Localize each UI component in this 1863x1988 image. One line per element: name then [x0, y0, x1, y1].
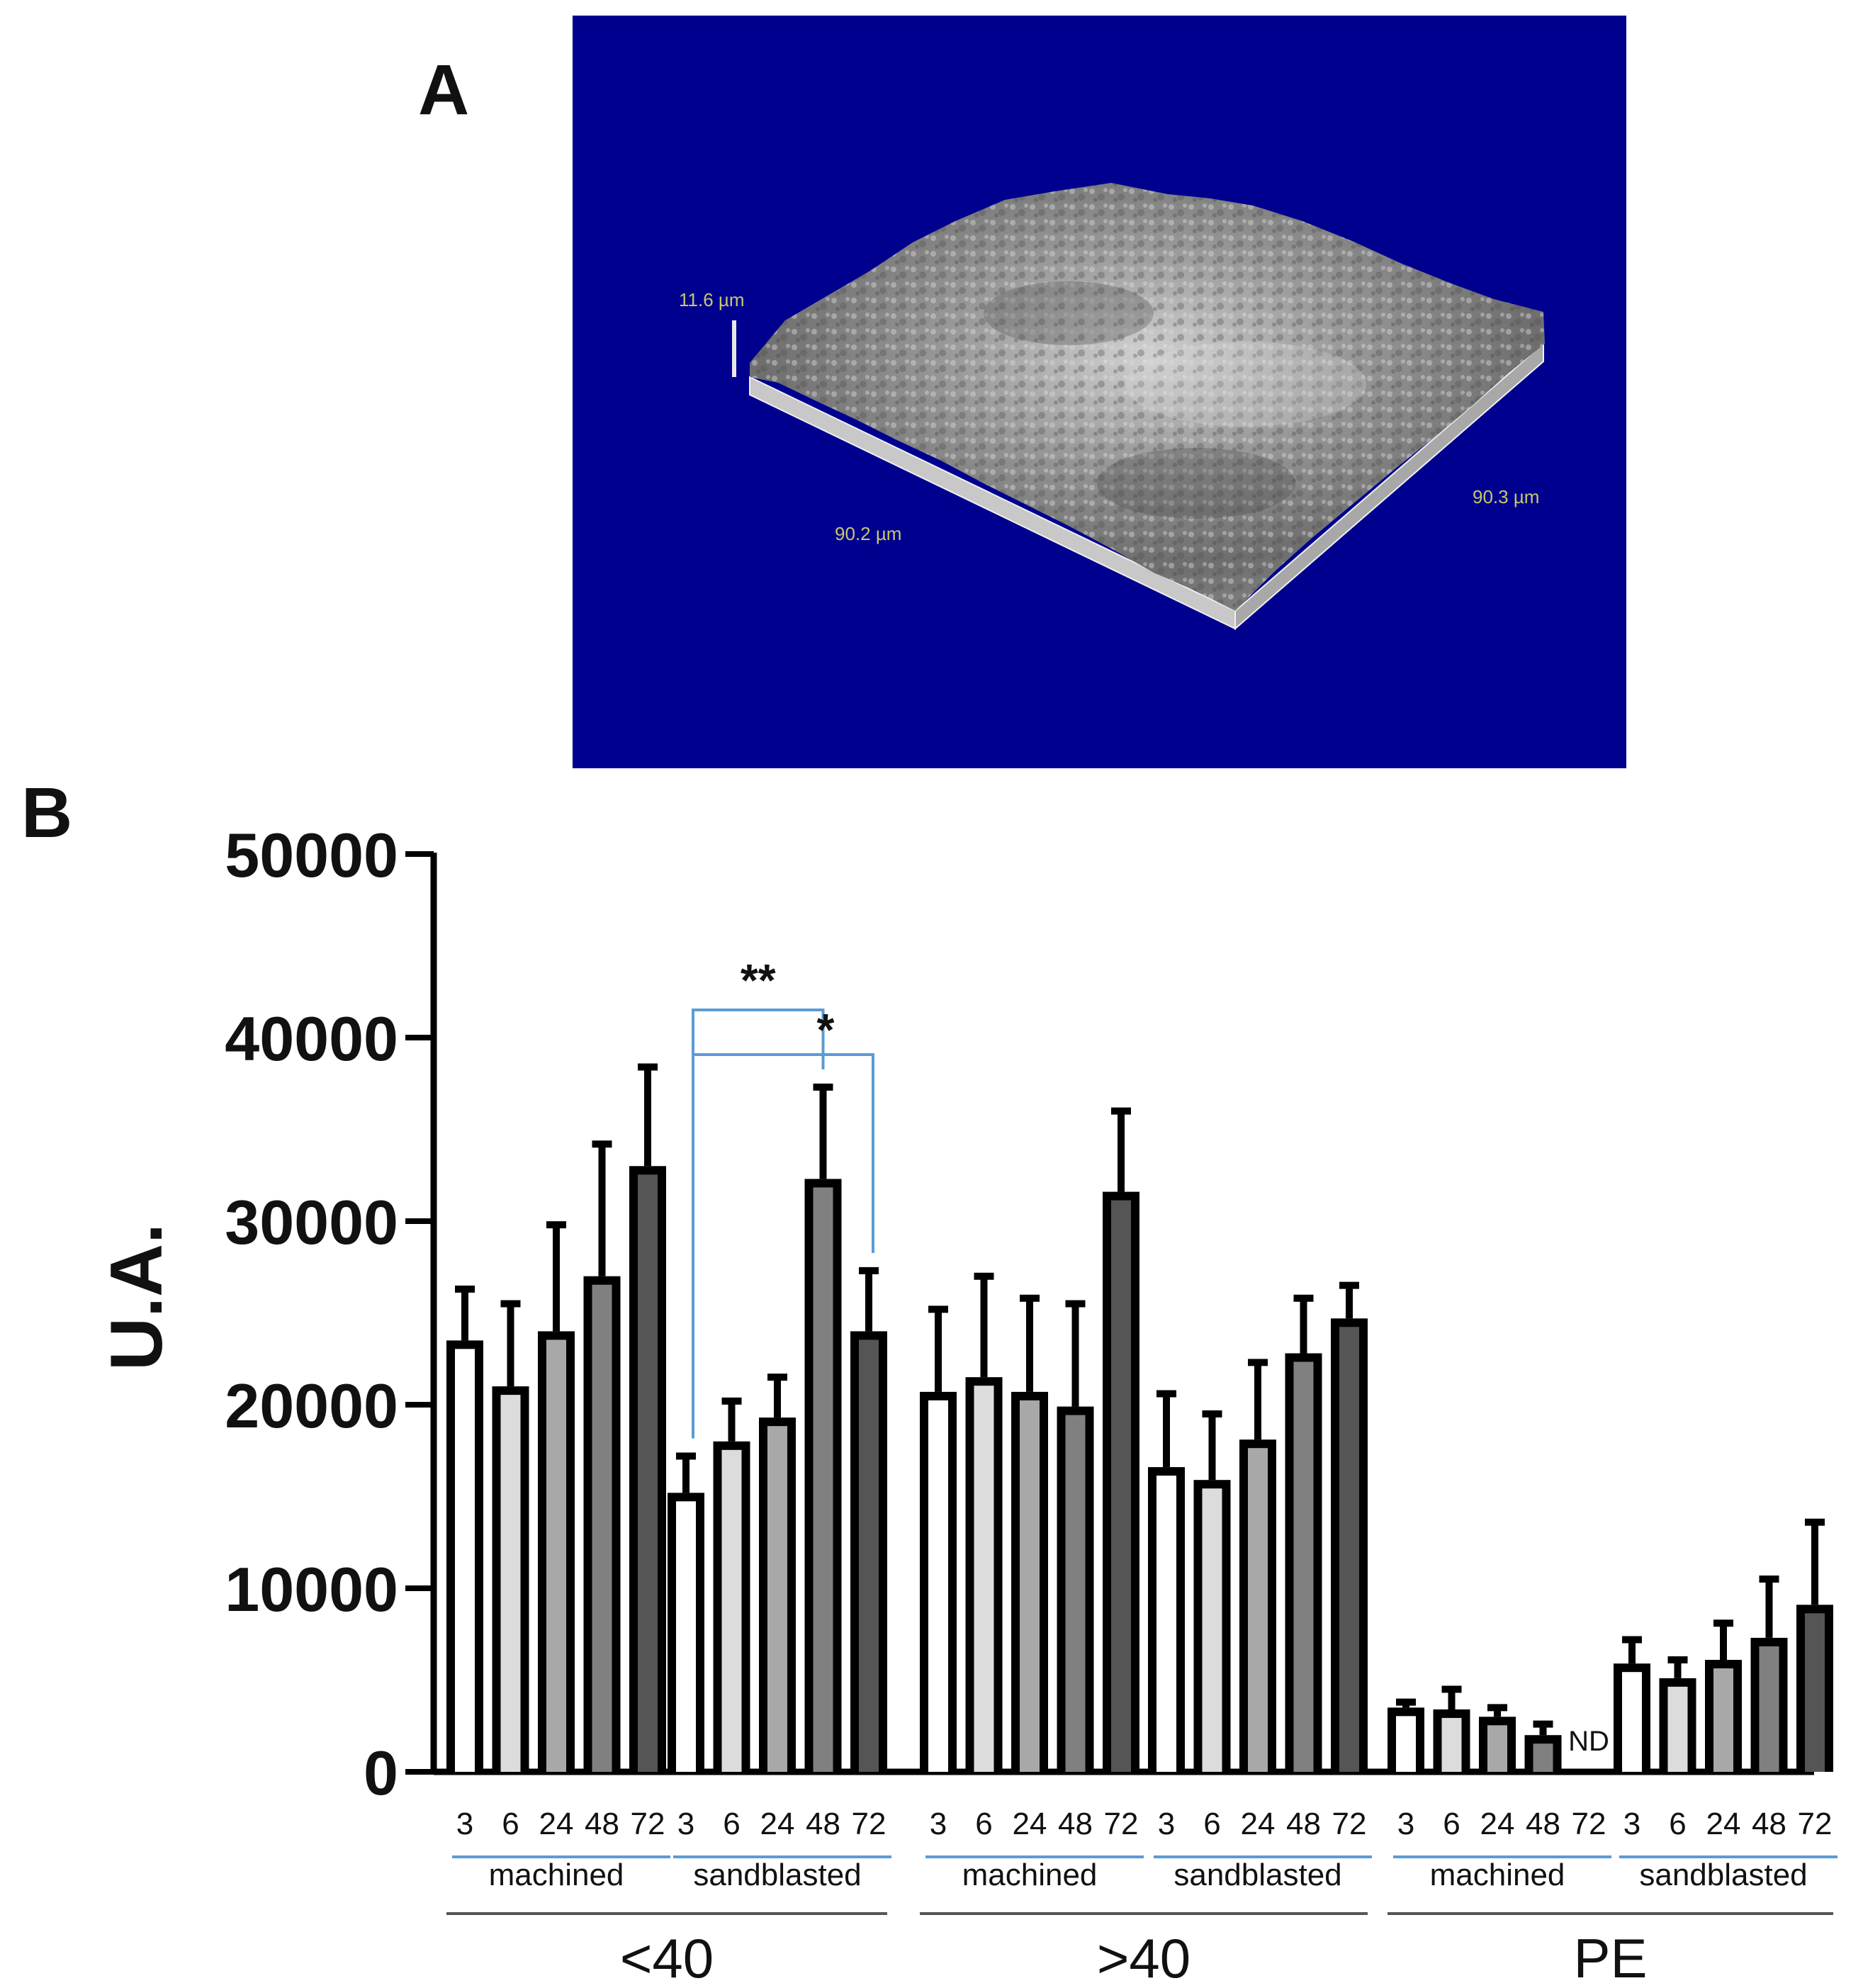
- time-label: 48: [1058, 1807, 1093, 1841]
- bar-fill: [638, 1174, 658, 1772]
- bar-fill: [1065, 1415, 1086, 1772]
- group-label: <40: [620, 1927, 714, 1988]
- time-label: 3: [1623, 1807, 1640, 1841]
- subgroup-label: sandblasted: [1639, 1858, 1807, 1892]
- time-label: 24: [1480, 1807, 1515, 1841]
- time-label: 6: [1669, 1807, 1686, 1841]
- y-tick-label: 30000: [225, 1187, 398, 1257]
- bar-fill: [592, 1284, 612, 1772]
- bar-fill: [546, 1340, 566, 1772]
- y-tick-label: 20000: [225, 1371, 398, 1441]
- bar-fill: [1441, 1717, 1462, 1772]
- x-extent-label: 90.2 µm: [835, 523, 901, 544]
- time-label: 3: [1158, 1807, 1175, 1841]
- time-label: 48: [1286, 1807, 1321, 1841]
- bar-fill: [455, 1349, 475, 1772]
- time-label: 72: [852, 1807, 887, 1841]
- subgroup-label: machined: [1430, 1858, 1565, 1892]
- time-label: 24: [760, 1807, 795, 1841]
- bar-fill: [1759, 1646, 1779, 1772]
- time-label: 48: [585, 1807, 619, 1841]
- bar-fill: [676, 1501, 696, 1772]
- subgroup-label: sandblasted: [693, 1858, 861, 1892]
- time-label: 48: [1752, 1807, 1786, 1841]
- bar-fill: [1202, 1488, 1222, 1772]
- bar-fill: [1805, 1613, 1825, 1772]
- bar-fill: [767, 1426, 787, 1772]
- time-label: 6: [975, 1807, 992, 1841]
- bar-fill: [1293, 1361, 1314, 1772]
- bar-fill: [1111, 1200, 1131, 1772]
- bar-fill: [1248, 1448, 1268, 1772]
- height-label: 11.6 µm: [679, 289, 745, 310]
- time-label: 48: [806, 1807, 840, 1841]
- time-label: 24: [1241, 1807, 1276, 1841]
- time-label: 48: [1526, 1807, 1560, 1841]
- bar-fill: [859, 1340, 879, 1772]
- bar-fill: [813, 1187, 833, 1772]
- significance-label: **: [741, 955, 776, 1006]
- time-label: 72: [631, 1807, 665, 1841]
- bar-fill: [1339, 1327, 1359, 1772]
- time-label: 3: [456, 1807, 473, 1841]
- group-label: PE: [1573, 1927, 1647, 1988]
- significance-bracket: [692, 1009, 825, 1439]
- y-tick-label: 10000: [225, 1554, 398, 1624]
- bar-fill: [1667, 1686, 1688, 1772]
- nd-label: ND: [1568, 1726, 1609, 1757]
- subgroup-label: machined: [962, 1858, 1098, 1892]
- slab-right-face: [1234, 342, 1544, 631]
- y-tick-label: 0: [364, 1738, 398, 1808]
- bar-fill: [974, 1386, 994, 1772]
- surface-3d-render: 11.6 µm 90.2 µm 90.3 µm: [679, 183, 1545, 631]
- subgroup-label: sandblasted: [1173, 1858, 1341, 1892]
- time-label: 6: [502, 1807, 519, 1841]
- y-tick-label: 40000: [225, 1004, 398, 1074]
- time-label: 3: [1397, 1807, 1414, 1841]
- time-label: 3: [677, 1807, 694, 1841]
- bar-fill: [1487, 1725, 1507, 1772]
- time-label: 72: [1798, 1807, 1833, 1841]
- bar-fill: [1533, 1743, 1553, 1772]
- bar-fill: [1156, 1476, 1176, 1772]
- subgroup-label: machined: [489, 1858, 624, 1892]
- panel-b-label: B: [21, 773, 73, 853]
- surface-topography-image: 11.6 µm 90.2 µm 90.3 µm: [573, 16, 1626, 768]
- time-label: 72: [1332, 1807, 1367, 1841]
- bar-fill: [1396, 1716, 1416, 1772]
- group-label: >40: [1097, 1927, 1191, 1988]
- bar-fill: [1622, 1672, 1642, 1772]
- bar-fill: [721, 1449, 742, 1772]
- time-label: 72: [1104, 1807, 1139, 1841]
- time-label: 24: [539, 1807, 574, 1841]
- time-label: 6: [723, 1807, 740, 1841]
- bar-fill: [928, 1400, 948, 1772]
- significance-bracket: [692, 1053, 874, 1439]
- y-tick-label: 50000: [225, 820, 398, 890]
- y-extent-label: 90.3 µm: [1473, 486, 1539, 507]
- time-label: 3: [930, 1807, 947, 1841]
- panel-a-label: A: [418, 50, 470, 130]
- time-label: 24: [1706, 1807, 1741, 1841]
- significance-label: *: [817, 1004, 835, 1055]
- time-label: 72: [1572, 1807, 1606, 1841]
- bar-fill: [500, 1395, 521, 1772]
- bar-fill: [1020, 1400, 1040, 1772]
- bar-fill: [1713, 1668, 1733, 1772]
- time-label: 24: [1013, 1807, 1047, 1841]
- time-label: 6: [1203, 1807, 1220, 1841]
- time-label: 6: [1443, 1807, 1460, 1841]
- y-axis-label: U.A.: [96, 1223, 178, 1371]
